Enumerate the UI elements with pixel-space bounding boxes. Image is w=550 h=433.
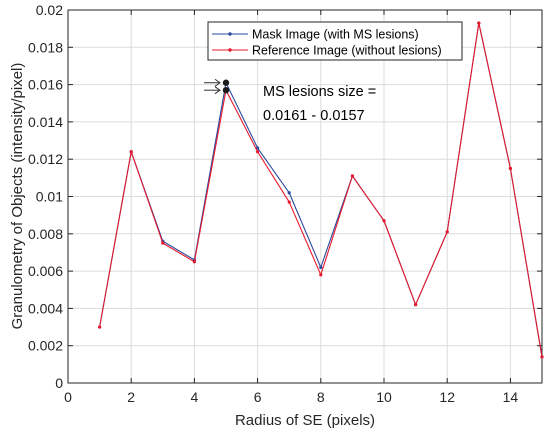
- data-point: [256, 146, 260, 150]
- data-point: [414, 303, 418, 307]
- highlight-marker: [222, 86, 230, 94]
- data-point: [256, 150, 260, 154]
- data-point: [319, 265, 323, 269]
- y-tick-label: 0.008: [28, 226, 63, 242]
- x-axis-title: Radius of SE (pixels): [235, 412, 375, 429]
- data-point: [287, 191, 291, 195]
- data-point: [192, 260, 196, 264]
- arrow-head-icon: [214, 78, 221, 87]
- x-tick-label: 8: [317, 389, 325, 405]
- x-tick-label: 0: [64, 389, 72, 405]
- y-tick-label: 0.02: [36, 2, 63, 18]
- y-tick-label: 0.01: [36, 189, 63, 205]
- x-tick-label: 6: [254, 389, 262, 405]
- legend-marker: [228, 32, 232, 36]
- data-point: [382, 219, 386, 223]
- y-tick-label: 0.004: [28, 300, 63, 316]
- y-tick-label: 0: [55, 375, 63, 391]
- data-point: [508, 166, 512, 171]
- legend-box: [207, 21, 463, 61]
- x-tick-label: 4: [191, 389, 199, 405]
- data-point: [540, 355, 544, 359]
- x-tick-label: 14: [503, 389, 519, 405]
- data-point: [445, 230, 449, 234]
- y-tick-label: 0.014: [28, 114, 63, 130]
- data-point: [350, 174, 354, 178]
- y-tick-label: 0.002: [28, 338, 63, 354]
- data-point: [319, 273, 323, 277]
- y-tick-label: 0.016: [28, 77, 63, 93]
- legend-marker: [228, 48, 232, 52]
- data-point: [161, 241, 165, 245]
- data-point: [129, 150, 133, 154]
- x-tick-label: 12: [439, 389, 455, 405]
- axis-labels: Radius of SE (pixels) Granulometry of Ob…: [9, 63, 375, 429]
- axes: 0 2 4 6 8 10 12 14 0 0.002 0.004 0.006 0.008 0.01 0.01…: [28, 2, 543, 405]
- annotation-layer: MS lesions size = 0.0161 - 0.0157: [204, 78, 376, 124]
- legend-label: Reference Image (without lesions): [252, 44, 442, 58]
- legend-item: Mask Image (with MS lesions): [212, 28, 419, 42]
- legend: Mask Image (with MS lesions) Reference Im…: [207, 21, 463, 61]
- legend-label: Mask Image (with MS lesions): [252, 28, 419, 42]
- legend-item: Reference Image (without lesions): [212, 44, 442, 58]
- y-tick-label: 0.006: [28, 263, 63, 279]
- arrow-head-icon: [214, 86, 221, 95]
- x-tick-label: 2: [127, 389, 135, 405]
- data-point: [287, 200, 291, 204]
- y-tick-label: 0.012: [28, 151, 63, 167]
- y-tick-label: 0.018: [28, 39, 63, 55]
- x-tick-label: 10: [376, 389, 392, 405]
- annotation-line-2: 0.0161 - 0.0157: [263, 108, 365, 124]
- annotation-line-1: MS lesions size =: [263, 84, 376, 100]
- data-point: [477, 21, 481, 25]
- highlight-marker: [222, 79, 230, 86]
- data-point: [98, 325, 102, 329]
- y-axis-title: Granulometry of Objects (intensity/pixel…: [9, 63, 26, 330]
